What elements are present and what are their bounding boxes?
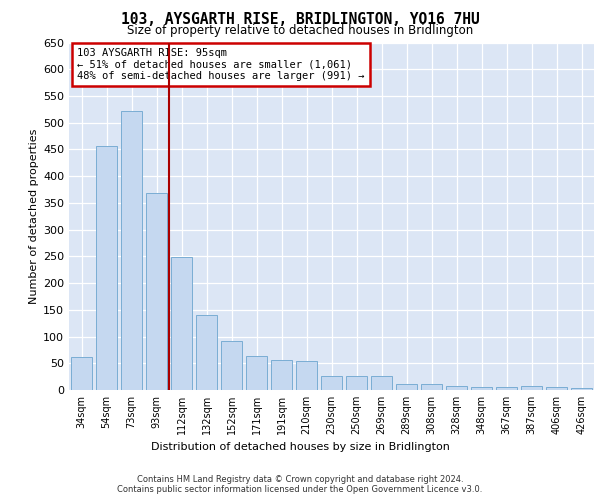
Bar	[371, 376, 392, 390]
Bar	[421, 384, 442, 390]
Bar	[471, 387, 492, 390]
Bar	[96, 146, 117, 390]
Bar	[196, 315, 217, 390]
Bar	[146, 194, 167, 390]
Bar	[346, 376, 367, 390]
Bar	[296, 360, 317, 390]
Bar	[546, 388, 567, 390]
Bar	[321, 376, 342, 390]
Bar	[521, 386, 542, 390]
Text: Contains HM Land Registry data © Crown copyright and database right 2024.
Contai: Contains HM Land Registry data © Crown c…	[118, 474, 482, 494]
Bar	[496, 388, 517, 390]
Bar	[121, 112, 142, 390]
Text: Size of property relative to detached houses in Bridlington: Size of property relative to detached ho…	[127, 24, 473, 37]
Bar	[571, 388, 592, 390]
Y-axis label: Number of detached properties: Number of detached properties	[29, 128, 39, 304]
Bar	[71, 357, 92, 390]
Text: Distribution of detached houses by size in Bridlington: Distribution of detached houses by size …	[151, 442, 449, 452]
Bar	[446, 386, 467, 390]
Bar	[396, 384, 417, 390]
Text: 103, AYSGARTH RISE, BRIDLINGTON, YO16 7HU: 103, AYSGARTH RISE, BRIDLINGTON, YO16 7H…	[121, 12, 479, 28]
Bar	[171, 257, 192, 390]
Bar	[271, 360, 292, 390]
Bar	[221, 342, 242, 390]
Text: 103 AYSGARTH RISE: 95sqm
← 51% of detached houses are smaller (1,061)
48% of sem: 103 AYSGARTH RISE: 95sqm ← 51% of detach…	[77, 48, 364, 81]
Bar	[246, 356, 267, 390]
